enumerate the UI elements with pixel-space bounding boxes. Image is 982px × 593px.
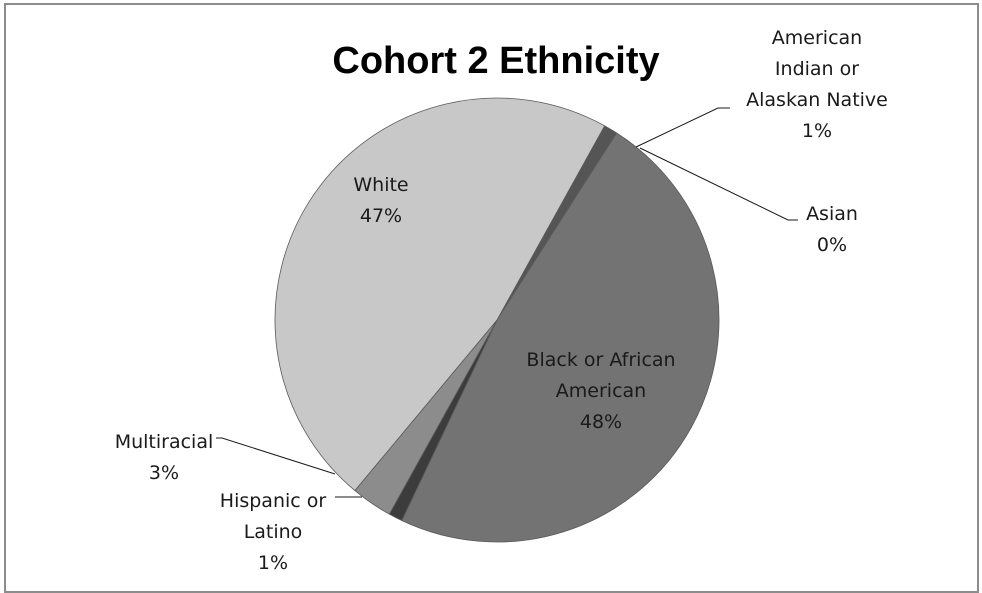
leader-line-asian [639,147,798,221]
pie-slice-white [274,97,606,492]
slice-label-hispanic-or-latino: Hispanic or Latino 1% [220,490,327,574]
slice-label-asian: Asian 0% [806,203,858,256]
slice-percent-american-indian-or-alaskan-native: 1% [802,120,832,142]
slice-percent-hispanic-or-latino: 1% [258,552,288,574]
slice-name-hispanic-or-latino: Latino [244,521,303,543]
slice-percent-white: 47% [360,205,402,227]
slice-label-multiracial: Multiracial 3% [115,431,214,484]
slice-name-black-or-african-american: American [556,380,646,402]
leader-line-american-indian-or-alaskan-native [635,107,730,148]
slice-percent-asian: 0% [817,234,847,256]
pie-slices [274,97,720,543]
leader-line-multiracial [216,437,336,475]
pie-slice-black-or-african-american [401,132,720,543]
slice-name-american-indian-or-alaskan-native: American [772,27,862,49]
slice-name-multiracial: Multiracial [115,431,214,453]
slice-name-american-indian-or-alaskan-native: Alaskan Native [746,89,888,111]
chart-title: Cohort 2 Ethnicity [332,40,659,82]
slice-name-american-indian-or-alaskan-native: Indian or [775,58,859,80]
slice-percent-black-or-african-american: 48% [580,411,622,433]
slice-name-white: White [353,174,408,196]
slice-labels: American Indian or Alaskan Native 1% Asian 0%… [115,27,888,574]
slice-name-hispanic-or-latino: Hispanic or [220,490,327,512]
slice-percent-multiracial: 3% [149,462,179,484]
slice-name-black-or-african-american: Black or African [526,349,675,371]
slice-label-american-indian-or-alaskan-native: American Indian or Alaskan Native 1% [746,27,888,142]
leader-lines [216,107,798,498]
slice-label-white: White 47% [353,174,408,227]
slice-label-black-or-african-american: Black or African American 48% [526,349,675,433]
slice-name-asian: Asian [806,203,858,225]
